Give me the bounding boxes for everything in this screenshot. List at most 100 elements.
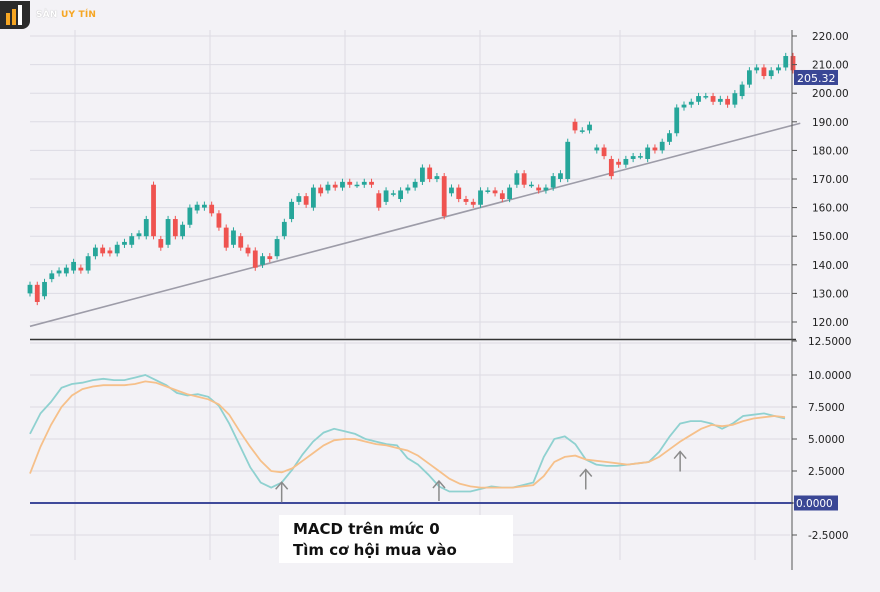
candle-body	[499, 193, 505, 200]
candle-body	[739, 84, 745, 97]
candle-body	[732, 93, 738, 105]
candle-body	[441, 176, 447, 217]
candle	[347, 178, 353, 188]
candle	[550, 172, 556, 191]
candle	[536, 184, 542, 194]
candle	[456, 184, 462, 203]
arrow-head	[432, 479, 446, 489]
candle	[630, 152, 636, 163]
candle	[376, 190, 382, 211]
zero-badge	[794, 495, 838, 511]
candle	[638, 152, 643, 160]
candle-body	[761, 67, 767, 77]
candle	[732, 90, 738, 108]
arrow-head	[275, 481, 289, 490]
candle-body	[638, 156, 643, 158]
candle	[761, 64, 767, 80]
macd-tick-label: 5.0000	[808, 434, 845, 446]
candle-body	[427, 167, 433, 179]
last-price-badge	[794, 69, 838, 85]
candle-body	[652, 147, 658, 151]
last-price-label: 205.32	[797, 72, 836, 85]
candle-body	[594, 147, 600, 151]
macd-line	[29, 374, 786, 493]
macd-tick-label: 7.5000	[808, 402, 845, 414]
candle-body	[420, 167, 425, 182]
candle-body	[238, 236, 244, 248]
candle-body	[223, 227, 229, 248]
candle-body	[681, 104, 687, 108]
candle	[521, 170, 527, 188]
candle-body	[93, 247, 98, 257]
candle	[463, 195, 469, 206]
candle-body	[303, 196, 309, 205]
candle	[412, 178, 418, 191]
candle-body	[85, 256, 91, 271]
annotation-line-2: Tìm cơ hội mua vào	[293, 541, 457, 559]
candle-body	[187, 207, 193, 225]
candle	[667, 130, 672, 145]
candle	[136, 230, 142, 240]
support-trendline	[29, 122, 801, 328]
candle	[710, 92, 716, 105]
macd-tick-label: 12.5000	[808, 336, 851, 348]
candle-body	[521, 173, 527, 185]
candle-body	[529, 184, 534, 187]
candle	[616, 158, 621, 168]
logo-text: SÀN UY TÍN	[36, 10, 96, 20]
candle-body	[659, 141, 665, 151]
logo-text-san: SÀN	[36, 10, 58, 20]
candle	[383, 187, 389, 206]
candle-body	[550, 176, 556, 188]
candle	[587, 121, 592, 134]
candle-body	[645, 147, 651, 159]
candle-body	[492, 190, 498, 194]
candle-body	[688, 101, 694, 105]
candle-body	[696, 96, 701, 102]
candle-body	[165, 219, 171, 245]
candle	[93, 244, 98, 260]
price-tick-label: 140.00	[812, 260, 849, 272]
candle	[558, 170, 563, 183]
candle	[441, 172, 447, 220]
candle-body	[565, 141, 571, 179]
candle	[688, 98, 694, 108]
price-tick-label: 200.00	[812, 88, 849, 100]
candle-body	[390, 193, 396, 195]
candle-body	[122, 241, 127, 245]
price-tick-label: 190.00	[812, 117, 849, 129]
candle-body	[674, 107, 680, 134]
candle	[790, 52, 796, 74]
candle	[202, 201, 207, 211]
candle	[274, 235, 280, 260]
candle	[231, 227, 236, 248]
candle-body	[318, 187, 324, 194]
candle	[623, 155, 629, 168]
brand-logo: SÀN UY TÍN	[0, 0, 96, 30]
axes: 120.00 130.00 140.00 150.00 160.00 170.00 180.…	[30, 30, 851, 570]
arrow-head	[579, 468, 593, 477]
candle	[252, 247, 258, 271]
candle-body	[710, 96, 716, 102]
candle	[725, 95, 730, 108]
candle-body	[456, 187, 462, 200]
candle	[209, 201, 215, 217]
candle	[267, 253, 273, 263]
candle	[434, 172, 440, 183]
candle	[78, 264, 84, 274]
price-tick-label: 160.00	[812, 203, 849, 215]
candle-body	[231, 230, 236, 245]
buy-signal-arrow-icon	[275, 481, 289, 503]
candle-body	[63, 267, 69, 274]
candle-body	[514, 173, 520, 185]
candle-body	[340, 181, 345, 188]
candle-body	[107, 250, 113, 254]
candle	[478, 187, 483, 208]
candle	[151, 181, 156, 240]
candle	[34, 281, 40, 306]
candle	[289, 198, 294, 223]
candle-body	[434, 176, 440, 179]
candle-body	[78, 267, 84, 271]
candle-body	[463, 199, 469, 202]
candle-body	[194, 204, 200, 211]
